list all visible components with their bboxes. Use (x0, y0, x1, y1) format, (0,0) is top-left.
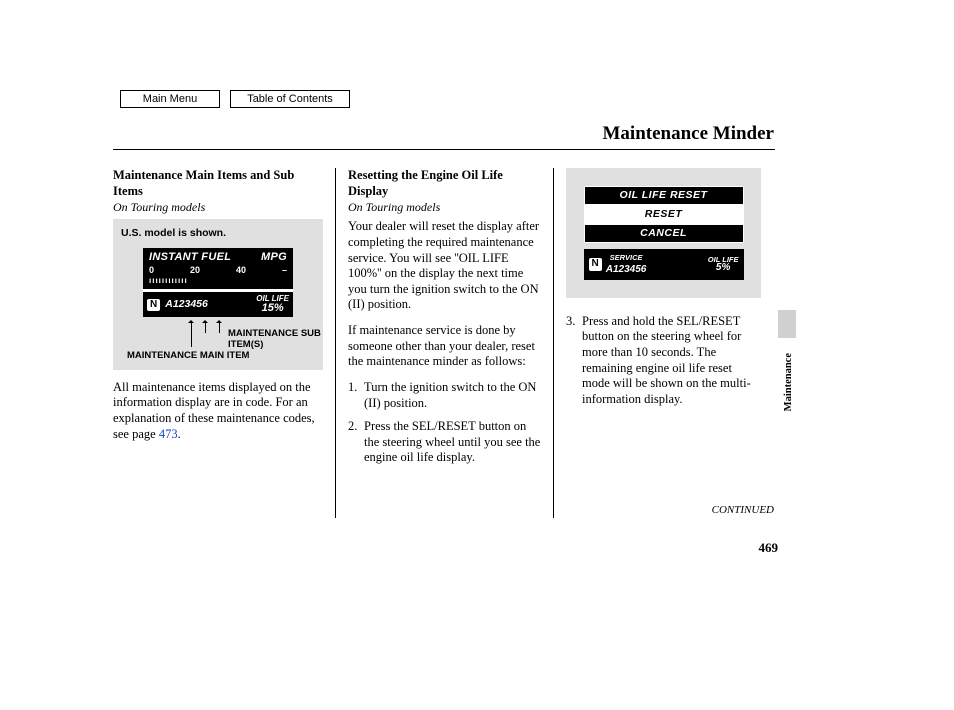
scale-40: 40 (236, 265, 246, 276)
step-1-text: Turn the ignition switch to the ON (II) … (364, 380, 541, 411)
display-illustration-box: U.S. model is shown. INSTANT FUEL MPG 0 … (113, 219, 323, 370)
cancel-option-row: CANCEL (584, 224, 744, 243)
reset-title-row: OIL LIFE RESET (584, 186, 744, 205)
step-1: 1. Turn the ignition switch to the ON (I… (348, 380, 541, 411)
col1-body-text: All maintenance items displayed on the i… (113, 380, 315, 441)
step-1-num: 1. (348, 380, 364, 411)
page-number: 469 (759, 540, 779, 556)
step-2-text: Press the SEL/RESET button on the steeri… (364, 419, 541, 466)
col1-heading: Maintenance Main Items and Sub Items (113, 168, 323, 199)
reset-display-unit: OIL LIFE RESET RESET CANCEL N SERVICE A1… (584, 186, 744, 280)
step-3: 3. Press and hold the SEL/RESET button o… (566, 314, 761, 408)
callout-arrows: MAINTENANCE SUB ITEM(S) (143, 323, 293, 353)
instant-fuel-label: INSTANT FUEL (149, 251, 231, 265)
us-model-note: U.S. model is shown. (121, 227, 315, 240)
step-2: 2. Press the SEL/RESET button on the ste… (348, 419, 541, 466)
service-label: SERVICE (610, 253, 643, 262)
step-2-num: 2. (348, 419, 364, 466)
oil-life-value: 15% (262, 302, 284, 314)
continued-label: CONTINUED (712, 504, 774, 516)
col2-heading: Resetting the Engine Oil Life Display (348, 168, 541, 199)
col2-model-note: On Touring models (348, 200, 541, 215)
reset-bottom-row: N SERVICE A123456 OIL LIFE 5% (584, 249, 744, 279)
page-title: Maintenance Minder (602, 123, 774, 145)
scale-0: 0 (149, 265, 154, 276)
column-1: Maintenance Main Items and Sub Items On … (113, 168, 335, 518)
mpg-label: MPG (261, 251, 287, 265)
reset-display-box: OIL LIFE RESET RESET CANCEL N SERVICE A1… (566, 168, 761, 298)
column-3: OIL LIFE RESET RESET CANCEL N SERVICE A1… (553, 168, 773, 518)
nav-button-row: Main Menu Table of Contents (120, 90, 350, 108)
column-2: Resetting the Engine Oil Life Display On… (335, 168, 553, 518)
maintenance-code: A123456 (165, 298, 208, 311)
reset-option-row: RESET (584, 205, 744, 224)
scale-ticks: ıııııııııııı (143, 276, 293, 289)
section-tab (778, 310, 796, 338)
gear-indicator: N (147, 299, 160, 312)
gear-indicator-2: N (589, 258, 602, 271)
content-columns: Maintenance Main Items and Sub Items On … (113, 168, 775, 518)
title-rule (113, 149, 775, 150)
col2-p1: Your dealer will reset the display after… (348, 219, 541, 313)
section-side-label: Maintenance (783, 353, 794, 411)
main-menu-button[interactable]: Main Menu (120, 90, 220, 108)
page-473-link[interactable]: 473 (159, 427, 178, 441)
step-3-text: Press and hold the SEL/RESET button on t… (582, 314, 761, 408)
col2-p2: If maintenance service is done by someon… (348, 323, 541, 370)
col1-body-end: . (178, 427, 181, 441)
scale-dash: – (282, 265, 287, 276)
table-of-contents-button[interactable]: Table of Contents (230, 90, 350, 108)
service-code: A123456 (606, 264, 647, 275)
oil-life-value-2: 5% (716, 262, 730, 273)
sub-item-callout-label: MAINTENANCE SUB ITEM(S) (228, 329, 328, 350)
step-3-num: 3. (566, 314, 582, 408)
col1-body: All maintenance items displayed on the i… (113, 380, 323, 443)
col1-model-note: On Touring models (113, 200, 323, 215)
instrument-display: INSTANT FUEL MPG 0 20 40 – ıııııııııııı … (143, 248, 293, 317)
scale-20: 20 (190, 265, 200, 276)
